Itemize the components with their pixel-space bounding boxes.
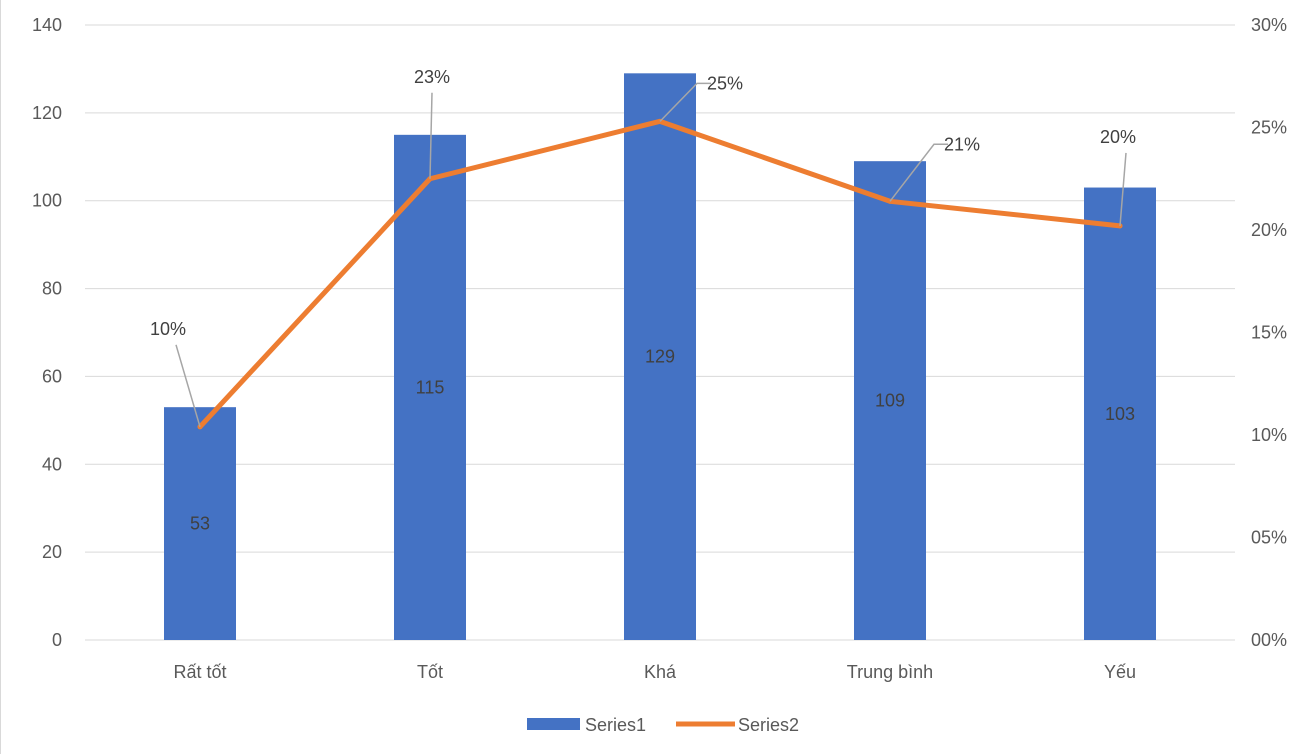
y-left-tick-label: 20	[42, 542, 62, 562]
bar-data-label: 53	[190, 514, 210, 534]
x-tick-label: Tốt	[417, 662, 443, 682]
legend-label-series2: Series2	[738, 715, 799, 735]
line-data-label: 10%	[150, 319, 186, 339]
bar	[854, 161, 926, 640]
y-left-tick-label: 60	[42, 366, 62, 386]
legend-swatch-series1	[527, 718, 580, 730]
y-left-tick-label: 140	[32, 15, 62, 35]
bar-data-label: 129	[645, 347, 675, 367]
line-data-label: 21%	[944, 134, 980, 154]
bar	[624, 73, 696, 641]
x-tick-label: Rất tốt	[173, 662, 226, 682]
x-tick-label: Khá	[644, 662, 677, 682]
y-left-tick-label: 100	[32, 191, 62, 211]
y-left-tick-label: 40	[42, 454, 62, 474]
y-right-tick-label: 00%	[1251, 630, 1287, 650]
y-right-tick-label: 30%	[1251, 15, 1287, 35]
bar	[394, 134, 466, 641]
data-label-leader-line	[1119, 152, 1127, 226]
line-data-label: 20%	[1100, 127, 1136, 147]
data-label-leader-line	[889, 143, 948, 202]
bar	[164, 407, 236, 640]
y-right-tick-label: 15%	[1251, 323, 1287, 343]
bar-data-label: 103	[1105, 404, 1135, 424]
bar-data-label: 109	[875, 391, 905, 411]
y-right-tick-label: 20%	[1251, 220, 1287, 240]
data-label-leader-line	[659, 82, 711, 122]
line-data-label: 25%	[707, 73, 743, 93]
line-data-label: 23%	[414, 67, 450, 87]
y-left-tick-label: 0	[52, 630, 62, 650]
bar-data-label: 115	[416, 377, 445, 397]
y-left-tick-label: 80	[42, 279, 62, 299]
y-right-tick-label: 05%	[1251, 528, 1287, 548]
data-label-leader-line	[175, 344, 201, 428]
y-left-tick-label: 120	[32, 103, 62, 123]
legend-label-series1: Series1	[585, 715, 646, 735]
data-label-leader-line	[429, 92, 433, 179]
y-right-tick-label: 10%	[1251, 425, 1287, 445]
x-tick-label: Yếu	[1104, 662, 1136, 682]
x-tick-label: Trung bình	[847, 662, 933, 682]
bar	[1084, 187, 1156, 641]
y-right-tick-label: 25%	[1251, 118, 1287, 138]
